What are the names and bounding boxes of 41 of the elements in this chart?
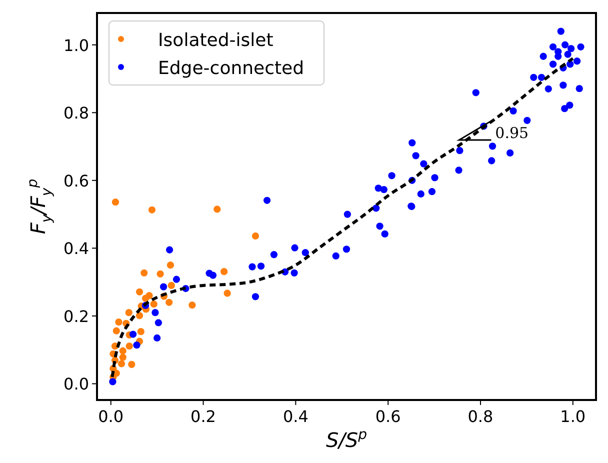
point xyxy=(137,328,144,336)
x-tick-label: 0.8 xyxy=(468,407,494,426)
y-tick-label: 1.0 xyxy=(64,36,89,55)
x-tick-label: 1.0 xyxy=(560,407,586,426)
point xyxy=(188,302,196,309)
x-tick-label: 0.2 xyxy=(190,407,216,426)
point xyxy=(115,318,122,326)
point xyxy=(214,206,221,213)
point xyxy=(128,360,136,368)
point xyxy=(166,298,173,306)
point xyxy=(224,290,231,297)
y-tick-label: 0.6 xyxy=(64,171,89,190)
point xyxy=(168,282,175,290)
point xyxy=(126,342,133,350)
x-tick-label: 0.4 xyxy=(282,407,308,426)
point xyxy=(148,206,156,214)
point xyxy=(112,198,120,206)
x-axis-title: S/S$^{p}$ xyxy=(326,427,368,452)
point xyxy=(252,232,260,240)
y-tick-label: 0.0 xyxy=(64,374,89,394)
point xyxy=(220,268,228,276)
legend-label: Edge-connected xyxy=(158,58,304,79)
y-tick-label: 0.4 xyxy=(64,239,89,258)
x-tick-label: 0.0 xyxy=(98,407,124,426)
point xyxy=(125,309,132,316)
point xyxy=(136,288,144,296)
y-tick-label: 0.2 xyxy=(64,306,89,326)
point xyxy=(142,294,150,302)
point xyxy=(140,269,148,276)
point xyxy=(136,312,144,320)
annotation: 0.95 xyxy=(495,124,529,142)
point xyxy=(119,347,126,354)
point xyxy=(166,262,174,269)
legend-label: Isolated-islet xyxy=(158,30,274,51)
point xyxy=(119,354,126,361)
y-tick-label: 0.8 xyxy=(64,104,89,123)
point xyxy=(112,327,120,334)
point xyxy=(118,360,126,368)
point xyxy=(150,300,158,308)
x-tick-label: 0.6 xyxy=(375,407,401,426)
point xyxy=(156,270,164,278)
